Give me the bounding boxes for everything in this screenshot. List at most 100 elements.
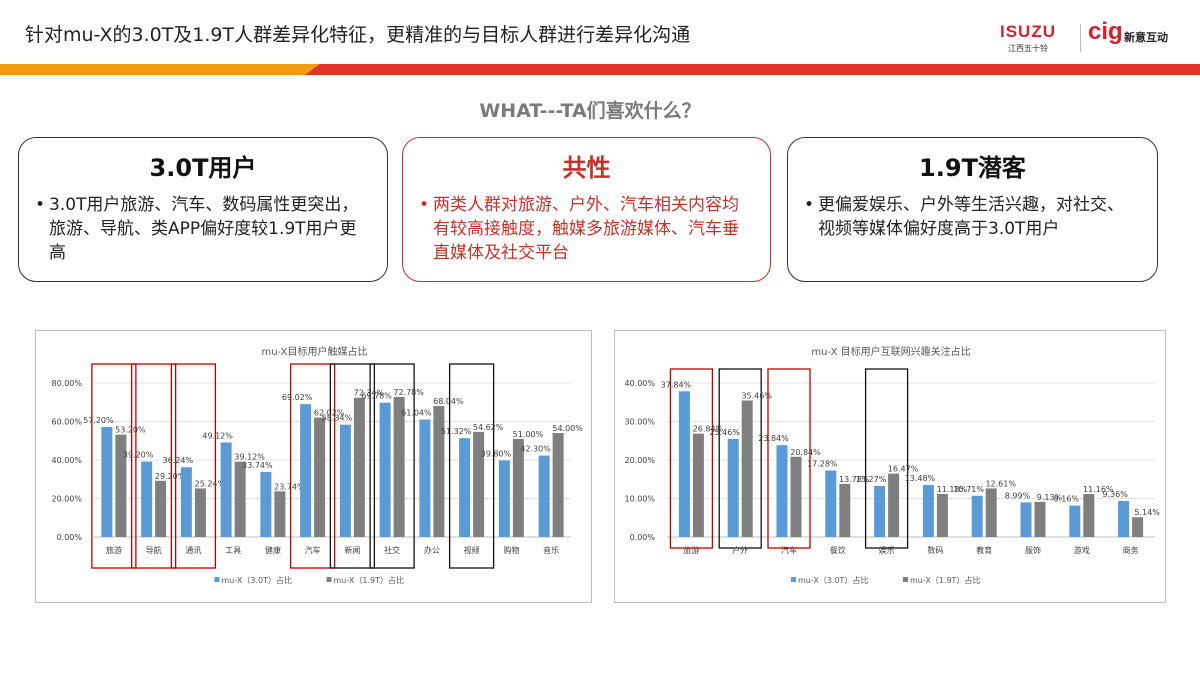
x-tick-label: 数码 <box>927 545 943 555</box>
data-label: 62.02% <box>314 409 345 418</box>
bar <box>379 402 391 537</box>
bar <box>115 434 127 537</box>
card-text: 更偏爱娱乐、户外等生活兴趣，对社交、视频等媒体偏好度高于3.0T用户 <box>818 195 1124 239</box>
data-label: 5.14% <box>1134 508 1160 517</box>
bar <box>888 473 900 537</box>
data-label: 51.00% <box>513 430 544 439</box>
y-tick-label: 30.00% <box>624 418 655 427</box>
data-label: 39.12% <box>234 453 265 462</box>
bullet-icon: • <box>34 195 46 215</box>
highlight-box <box>448 363 495 569</box>
legend-label: mu-X（1.9T）占比 <box>334 575 404 585</box>
data-label: 68.04% <box>433 397 464 406</box>
data-label: 25.24% <box>195 479 226 488</box>
data-label: 26.84% <box>693 425 724 434</box>
card-body: • 3.0T用户旅游、汽车、数码属性更突出，旅游、导航、类APP偏好度较1.9T… <box>31 193 369 265</box>
bar <box>353 397 365 537</box>
bar <box>1034 501 1046 537</box>
x-tick-label: 商务 <box>1123 545 1139 555</box>
bar <box>1069 505 1081 537</box>
data-label: 61.04% <box>401 408 432 417</box>
bar <box>776 445 788 537</box>
chart-title: mu-X 目标用户互联网兴趣关注占比 <box>811 345 970 358</box>
data-label: 57.20% <box>83 416 114 425</box>
bar <box>473 431 485 537</box>
bar <box>234 461 246 537</box>
x-tick-label: 办公 <box>424 545 440 555</box>
logo-divider <box>1080 24 1081 52</box>
highlight-box <box>170 363 217 569</box>
bar <box>194 488 206 537</box>
bar <box>1083 494 1095 537</box>
cig-logo-subtext: 新意互动 <box>1124 31 1168 44</box>
bar <box>692 433 704 537</box>
data-label: 23.74% <box>274 482 305 491</box>
x-tick-label: 导航 <box>146 545 162 555</box>
bar <box>839 483 851 537</box>
data-label: 11.16% <box>1083 485 1114 494</box>
legend-swatch <box>791 577 796 582</box>
data-label: 20.84% <box>790 448 821 457</box>
y-tick-label: 0.00% <box>630 533 656 542</box>
bar <box>678 391 690 537</box>
bar <box>985 488 997 537</box>
chart-internet-interests: mu-X 目标用户互联网兴趣关注占比 0.00% 10.00% 20.00% 30.00… <box>614 330 1166 603</box>
cig-logo: cig <box>1088 18 1123 45</box>
bar <box>393 396 405 537</box>
bar <box>300 404 312 537</box>
bar <box>459 438 471 537</box>
page-title: 针对mu-X的3.0T及1.9T人群差异化特征，更精准的与目标人群进行差异化沟通 <box>25 24 691 46</box>
bar <box>512 438 524 537</box>
highlight-box <box>864 368 909 549</box>
bar <box>1020 502 1032 537</box>
data-label: 23.84% <box>758 434 789 443</box>
data-label: 36.24% <box>163 456 194 465</box>
card-text: 3.0T用户旅游、汽车、数码属性更突出，旅游、导航、类APP偏好度较1.9T用户… <box>49 195 359 263</box>
y-tick-label: 60.00% <box>51 418 82 427</box>
x-tick-label: 汽车 <box>781 545 797 555</box>
bar <box>874 485 886 537</box>
data-label: 54.62% <box>473 423 504 432</box>
x-tick-label: 音乐 <box>543 545 559 555</box>
bar <box>274 491 286 537</box>
x-tick-label: 教育 <box>976 545 992 555</box>
x-tick-label: 户外 <box>732 545 748 555</box>
bar <box>936 493 948 537</box>
bar <box>790 456 802 537</box>
x-tick-label: 游戏 <box>1074 545 1090 555</box>
data-label: 29.20% <box>155 472 186 481</box>
data-label: 58.34% <box>322 414 353 423</box>
card-common-traits: 共性 • 两类人群对旅游、户外、汽车相关内容均有较高接触度，触媒多旅游媒体、汽车… <box>402 137 771 282</box>
card-body: • 两类人群对旅游、户外、汽车相关内容均有较高接触度，触媒多旅游媒体、汽车垂直媒… <box>415 193 752 265</box>
bar <box>141 461 153 537</box>
section-subtitle: WHAT---TA们喜欢什么？ <box>479 100 701 122</box>
bar <box>155 480 167 537</box>
data-label: 72.34% <box>354 389 385 398</box>
data-label: 8.16% <box>1054 495 1080 504</box>
bullet-icon: • <box>418 195 430 215</box>
card-title: 3.0T用户 <box>149 154 257 182</box>
legend-label: mu-X（1.9T）占比 <box>910 575 980 585</box>
bar <box>922 485 934 537</box>
bar <box>498 460 510 537</box>
x-tick-label: 服饰 <box>1025 545 1041 555</box>
data-label: 69.78% <box>361 392 392 401</box>
data-label: 8.99% <box>1005 491 1031 500</box>
header-stripe-red <box>305 64 1200 75</box>
y-tick-label: 10.00% <box>624 495 655 504</box>
x-tick-label: 娱乐 <box>879 545 895 555</box>
highlight-box <box>130 363 177 569</box>
card-text: 两类人群对旅游、户外、汽车相关内容均有较高接触度，触媒多旅游媒体、汽车垂直媒体及… <box>433 195 739 263</box>
data-label: 35.46% <box>741 391 772 400</box>
card-19t-prospects: 1.9T潜客 • 更偏爱娱乐、户外等生活兴趣，对社交、视频等媒体偏好度高于3.0… <box>787 137 1158 282</box>
y-tick-label: 20.00% <box>51 495 82 504</box>
data-label: 42.30% <box>520 445 551 454</box>
chart-title: mu-X目标用户触媒占比 <box>261 345 367 358</box>
card-title: 共性 <box>562 154 611 182</box>
x-tick-label: 新闻 <box>344 545 360 555</box>
data-label: 9.13% <box>1037 493 1063 502</box>
y-tick-label: 80.00% <box>51 379 82 388</box>
data-label: 13.78% <box>839 475 870 484</box>
legend-label: mu-X（3.0T）占比 <box>222 575 292 585</box>
